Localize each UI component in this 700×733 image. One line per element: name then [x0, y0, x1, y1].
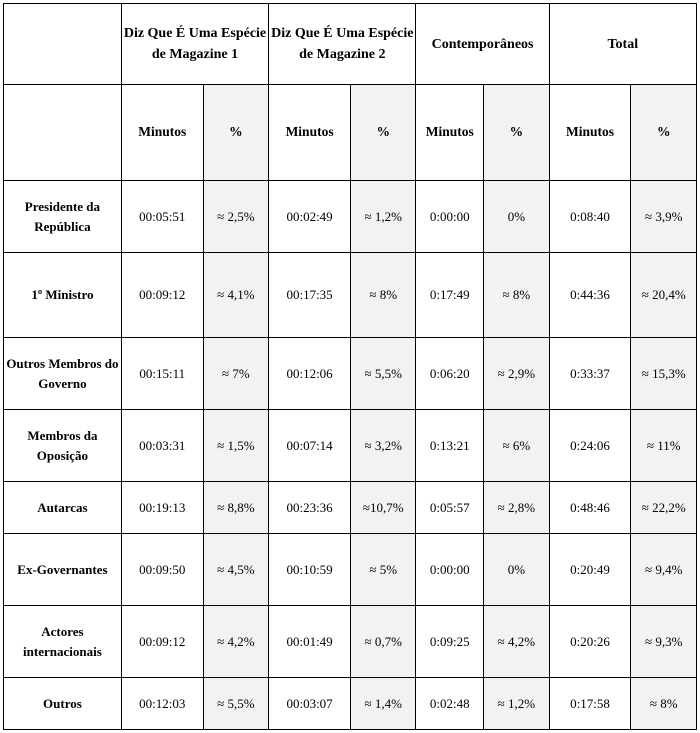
cell-min: 00:01:49 — [269, 606, 351, 678]
subheader-pct3: % — [484, 85, 549, 181]
subheader-pct1: % — [203, 85, 268, 181]
cell-min: 00:09:12 — [121, 606, 203, 678]
cell-min: 00:10:59 — [269, 534, 351, 606]
header-group3: Contemporâneo​s — [416, 4, 549, 85]
cell-min: 0:17:58 — [549, 678, 631, 730]
cell-min: 0:00:00 — [416, 181, 484, 253]
cell-pct: ≈ 22,2% — [631, 482, 697, 534]
subheader-blank — [4, 85, 122, 181]
cell-pct: ≈ 1,2% — [350, 181, 415, 253]
cell-pct: ≈ 3,9% — [631, 181, 697, 253]
cell-min: 00:09:50 — [121, 534, 203, 606]
header-group2: Diz Que É Uma Espécie de Magazine 2 — [269, 4, 416, 85]
cell-pct: ≈ 5% — [350, 534, 415, 606]
header-row-groups: Diz Que É Uma Espécie de Magazine 1 Diz … — [4, 4, 697, 85]
cell-pct: ≈ 4,5% — [203, 534, 268, 606]
cell-pct: ≈ 20,4% — [631, 253, 697, 338]
header-group4: Total — [549, 4, 696, 85]
row-label: Ex-Governantes — [4, 534, 122, 606]
cell-min: 0:20:26 — [549, 606, 631, 678]
cell-pct: 0% — [484, 534, 549, 606]
cell-pct: ≈ 6% — [484, 410, 549, 482]
cell-min: 00:03:07 — [269, 678, 351, 730]
cell-min: 00:19:13 — [121, 482, 203, 534]
cell-pct: ≈ 2,5% — [203, 181, 268, 253]
row-label: Presidente da República — [4, 181, 122, 253]
table-row: Presidente da República 00:05:51 ≈ 2,5% … — [4, 181, 697, 253]
cell-pct: ≈ 15,3% — [631, 338, 697, 410]
cell-min: 00:12:03 — [121, 678, 203, 730]
row-label: Outros Membros do Governo — [4, 338, 122, 410]
subheader-min1: Minutos — [121, 85, 203, 181]
table-row: Membros da Oposição 00:03:31 ≈ 1,5% 00:0… — [4, 410, 697, 482]
cell-pct: ≈ 4,2% — [484, 606, 549, 678]
cell-pct: ≈ 1,5% — [203, 410, 268, 482]
header-blank — [4, 4, 122, 85]
cell-min: 00:12:06 — [269, 338, 351, 410]
cell-min: 00:02:49 — [269, 181, 351, 253]
cell-pct: ≈ 8% — [484, 253, 549, 338]
cell-pct: 0% — [484, 181, 549, 253]
subheader-min4: Minutos — [549, 85, 631, 181]
cell-pct: ≈ 9,4% — [631, 534, 697, 606]
cell-pct: ≈ 8% — [631, 678, 697, 730]
cell-pct: ≈ 5,5% — [203, 678, 268, 730]
cell-pct: ≈ 1,4% — [350, 678, 415, 730]
cell-min: 0:02:48 — [416, 678, 484, 730]
cell-min: 0:17:49 — [416, 253, 484, 338]
cell-pct: ≈ 1,2% — [484, 678, 549, 730]
table-row: Autarcas 00:19:13 ≈ 8,8% 00:23:36 ≈10,7%… — [4, 482, 697, 534]
cell-min: 00:05:51 — [121, 181, 203, 253]
cell-pct: ≈ 2,9% — [484, 338, 549, 410]
row-label: Outros — [4, 678, 122, 730]
data-table: Diz Que É Uma Espécie de Magazine 1 Diz … — [3, 3, 697, 730]
cell-min: 0:48:46 — [549, 482, 631, 534]
cell-min: 00:17:35 — [269, 253, 351, 338]
cell-pct: ≈ 9,3% — [631, 606, 697, 678]
cell-pct: ≈ 3,2% — [350, 410, 415, 482]
cell-pct: ≈10,7% — [350, 482, 415, 534]
row-label: Autarcas — [4, 482, 122, 534]
table-row: Outros 00:12:03 ≈ 5,5% 00:03:07 ≈ 1,4% 0… — [4, 678, 697, 730]
cell-min: 0:33:37 — [549, 338, 631, 410]
cell-min: 0:08:40 — [549, 181, 631, 253]
cell-min: 0:24:06 — [549, 410, 631, 482]
cell-min: 0:20:49 — [549, 534, 631, 606]
row-label: 1º Ministro — [4, 253, 122, 338]
cell-min: 0:09:25 — [416, 606, 484, 678]
table-row: Actores internacionais 00:09:12 ≈ 4,2% 0… — [4, 606, 697, 678]
header-row-sub: Minutos % Minutos % Minuto​s % Minutos % — [4, 85, 697, 181]
cell-pct: ≈ 8,8% — [203, 482, 268, 534]
row-label: Membros da Oposição — [4, 410, 122, 482]
cell-min: 00:03:31 — [121, 410, 203, 482]
cell-min: 00:23:36 — [269, 482, 351, 534]
cell-pct: ≈ 2,8% — [484, 482, 549, 534]
cell-min: 0:05:57 — [416, 482, 484, 534]
cell-pct: ≈ 4,1% — [203, 253, 268, 338]
cell-min: 0:13:21 — [416, 410, 484, 482]
cell-pct: ≈ 5,5% — [350, 338, 415, 410]
cell-min: 0:06:20 — [416, 338, 484, 410]
row-label: Actores internacionais — [4, 606, 122, 678]
table-row: 1º Ministro 00:09:12 ≈ 4,1% 00:17:35 ≈ 8… — [4, 253, 697, 338]
cell-min: 00:09:12 — [121, 253, 203, 338]
subheader-pct2: % — [350, 85, 415, 181]
table-row: Outros Membros do Governo 00:15:11 ≈ 7% … — [4, 338, 697, 410]
cell-min: 00:07:14 — [269, 410, 351, 482]
subheader-min2: Minutos — [269, 85, 351, 181]
cell-min: 0:00:00 — [416, 534, 484, 606]
cell-pct: ≈ 7% — [203, 338, 268, 410]
header-group1: Diz Que É Uma Espécie de Magazine 1 — [121, 4, 268, 85]
cell-pct: ≈ 11% — [631, 410, 697, 482]
subheader-pct4: % — [631, 85, 697, 181]
cell-min: 00:15:11 — [121, 338, 203, 410]
subheader-min3: Minuto​s — [416, 85, 484, 181]
cell-min: 0:44:36 — [549, 253, 631, 338]
cell-pct: ≈ 0,7% — [350, 606, 415, 678]
cell-pct: ≈ 8% — [350, 253, 415, 338]
table-row: Ex-Governantes 00:09:50 ≈ 4,5% 00:10:59 … — [4, 534, 697, 606]
cell-pct: ≈ 4,2% — [203, 606, 268, 678]
